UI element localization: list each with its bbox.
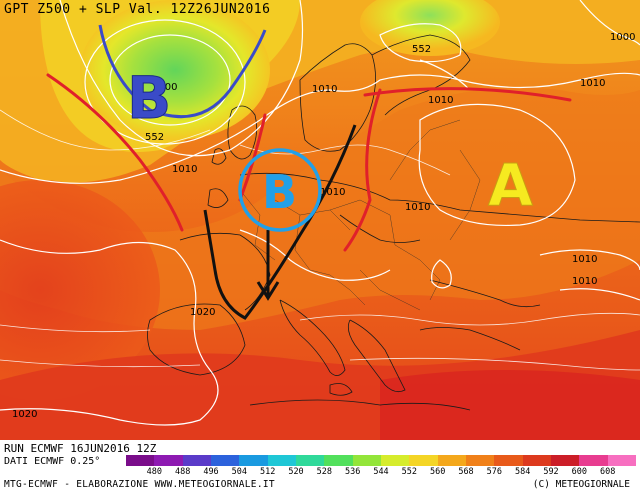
credit-text: MTG-ECMWF - ELABORAZIONE WWW.METEOGIORNA… — [4, 479, 275, 490]
gpt-label: 552 — [412, 44, 431, 55]
scale-tick-label: 536 — [344, 467, 361, 477]
cut-off-low-circle — [238, 148, 322, 232]
orange-zone — [0, 87, 640, 330]
scale-ticks: 480 488 496 504 512 520 528 536 544 552 560 568 576 5… — [126, 466, 636, 478]
scale-swatch — [239, 455, 268, 466]
isobar-label: 1010 — [320, 187, 345, 198]
low-pressure-nw — [80, 0, 270, 140]
blue-trough-line — [98, 24, 267, 119]
scale-tick-label: 504 — [231, 467, 248, 477]
scale-tick-label: 552 — [401, 467, 418, 477]
copyright-text: (C) METEOGIORNALE — [532, 479, 630, 490]
scale-tick-label: 528 — [316, 467, 333, 477]
scale-swatch — [182, 455, 211, 466]
scale-tick-label: 592 — [543, 467, 559, 477]
scale-tick-label: 568 — [458, 467, 474, 477]
scale-swatch — [295, 455, 325, 466]
scale-tick-label: 576 — [486, 467, 503, 477]
scale-swatch — [210, 455, 240, 466]
isobar-label: 1010 — [572, 276, 597, 287]
trough-lines — [46, 73, 572, 252]
weather-map: 1000 1010 1010 1010 1010 1010 1010 1020 … — [0, 0, 640, 440]
isobar-label: 1010 — [405, 202, 430, 213]
arrow-head — [256, 230, 280, 301]
scale-swatches — [126, 455, 636, 466]
scale-swatch — [579, 455, 608, 466]
scale-tick-label: 488 — [174, 467, 191, 477]
isobar-label: 1020 — [190, 307, 215, 318]
low-pressure-symbol: B — [262, 165, 297, 219]
high-pressure-symbol: A — [488, 151, 533, 219]
scale-swatch — [126, 455, 155, 466]
scale-swatch — [409, 455, 438, 466]
data-source: DATI ECMWF 0.25° — [4, 456, 101, 467]
low-pressure-symbol: B — [127, 64, 171, 132]
hot-sector-south — [380, 370, 640, 440]
scale-tick-label: 496 — [203, 467, 219, 477]
scale-swatch — [465, 455, 495, 466]
scale-swatch — [522, 455, 551, 466]
scale-tick-label: 560 — [429, 467, 446, 477]
map-title: GPT Z500 + SLP Val. 12Z26JUN2016 — [4, 2, 271, 17]
scale-tick-label: 544 — [373, 467, 389, 477]
scale-swatch — [267, 455, 296, 466]
scale-swatch — [380, 455, 410, 466]
gpt-label: 552 — [145, 132, 164, 143]
isobar-label: 1020 — [12, 409, 37, 420]
scale-swatch — [607, 455, 636, 466]
flow-arrow — [203, 124, 357, 320]
color-scale: 480 488 496 504 512 520 528 536 544 552 560 568 576 5… — [126, 455, 636, 479]
scale-tick-label: 512 — [259, 467, 276, 477]
isobar-label: 1000 — [152, 82, 177, 93]
scale-swatch — [154, 455, 183, 466]
scale-swatch — [437, 455, 466, 466]
scale-swatch — [550, 455, 580, 466]
isobar-label: 1010 — [312, 84, 337, 95]
warm-sector-west — [0, 180, 160, 400]
gpt-contours — [0, 109, 640, 371]
isobar-labels: 1000 1010 1010 1010 1010 1010 1010 1020 … — [12, 32, 635, 420]
scale-tick-label: 480 — [146, 467, 163, 477]
scale-swatch — [494, 455, 523, 466]
map-canvas: 1000 1010 1010 1010 1010 1010 1010 1020 … — [0, 0, 640, 440]
scale-tick-label: 600 — [571, 467, 588, 477]
isobar-label: 1010 — [572, 254, 597, 265]
scale-tick-label: 608 — [599, 467, 616, 477]
scale-swatch — [352, 455, 381, 466]
footer-panel — [0, 440, 640, 493]
low-pressure-ne — [360, 0, 500, 56]
isobar-label: 1000 — [610, 32, 635, 43]
isobar-label: 1010 — [580, 78, 605, 89]
scale-tick-label: 584 — [514, 467, 531, 477]
isobar-label: 1010 — [172, 164, 197, 175]
run-info: RUN ECMWF 16JUN2016 12Z — [4, 442, 157, 455]
scale-swatch — [324, 455, 353, 466]
isobar-label: 1010 — [428, 95, 453, 106]
scale-tick-label: 520 — [288, 467, 304, 477]
